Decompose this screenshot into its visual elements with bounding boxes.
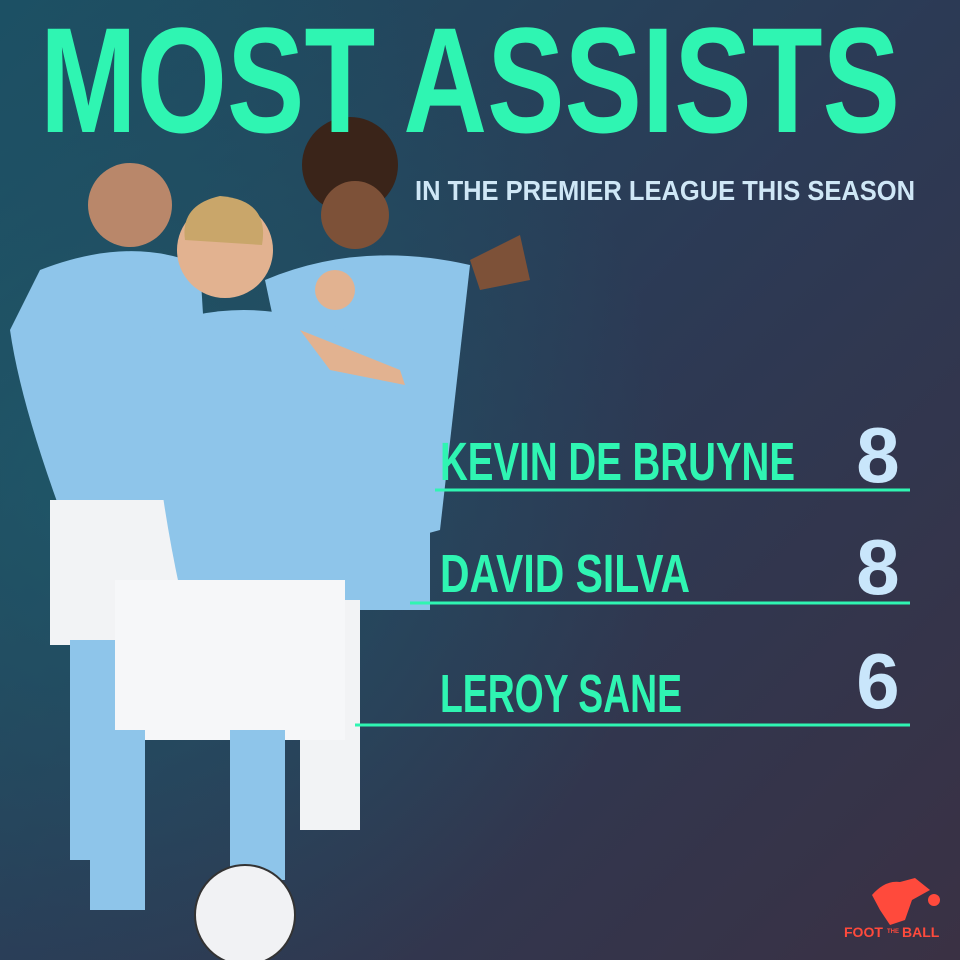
logo-text: FOOT	[844, 924, 883, 940]
player-name: KEVIN DE BRUYNE	[440, 432, 795, 492]
assist-count: 8	[856, 523, 899, 611]
logo-text: THE	[887, 929, 899, 935]
assist-count: 8	[856, 411, 899, 499]
logo: FOOT THE BALL	[844, 878, 940, 940]
player-name: DAVID SILVA	[440, 544, 690, 604]
player-name: LEROY SANE	[440, 664, 682, 724]
players-illustration	[10, 117, 530, 960]
logo-text: BALL	[902, 924, 940, 940]
subtitle: IN THE PREMIER LEAGUE THIS SEASON	[415, 175, 915, 206]
assist-count: 6	[856, 637, 899, 725]
title: MOST ASSISTS	[40, 0, 900, 164]
